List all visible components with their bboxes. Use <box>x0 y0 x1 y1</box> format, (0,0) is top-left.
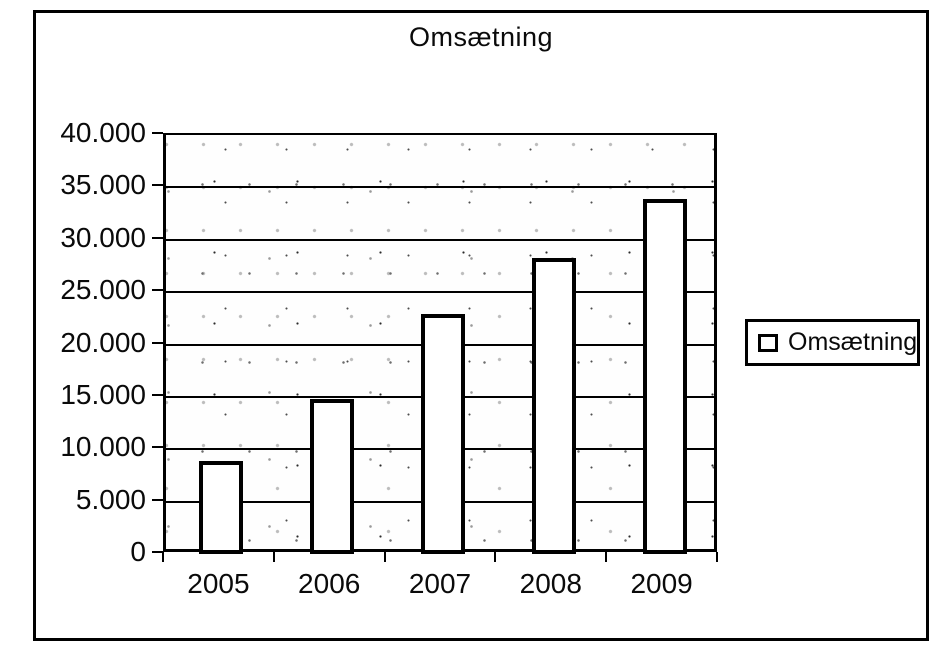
bar-2005 <box>199 460 244 554</box>
x-axis-tick <box>162 552 164 562</box>
bar-2007 <box>421 314 465 554</box>
y-axis-label: 10.000 <box>60 431 146 463</box>
legend-swatch-icon <box>758 333 778 352</box>
x-axis-label: 2005 <box>187 568 250 599</box>
x-axis-label: 2008 <box>519 568 582 599</box>
y-axis-tick <box>152 236 163 239</box>
plot-area <box>163 133 717 554</box>
x-axis-tick <box>494 552 497 562</box>
y-axis-label: 25.000 <box>60 274 146 306</box>
bar-2009 <box>642 198 687 554</box>
legend-label: Omsætning <box>788 328 918 356</box>
gridline <box>166 186 714 189</box>
legend: Omsætning <box>745 319 920 366</box>
x-axis-label: 2006 <box>298 568 361 599</box>
y-axis-tick <box>152 498 163 501</box>
chart-title: Omsætning <box>408 22 554 52</box>
bar-2006 <box>310 398 355 554</box>
y-axis-label: 40.000 <box>60 117 146 148</box>
y-axis-label: 5.000 <box>75 483 146 515</box>
x-axis-tick <box>272 552 275 562</box>
y-axis-tick <box>152 132 163 134</box>
x-axis-tick <box>716 552 718 562</box>
x-axis-tick <box>605 552 608 562</box>
y-axis-tick <box>152 184 163 187</box>
y-axis-tick <box>152 551 163 553</box>
y-axis-tick <box>152 341 163 344</box>
y-axis-label: 0 <box>130 536 146 567</box>
y-axis-label: 20.000 <box>60 326 146 358</box>
y-axis-tick <box>152 393 163 396</box>
bar-2008 <box>531 257 576 554</box>
x-axis-label: 2007 <box>408 568 472 599</box>
gridline <box>166 291 714 294</box>
y-axis-label: 15.000 <box>60 378 146 410</box>
x-axis-tick <box>383 552 386 562</box>
y-axis-label: 30.000 <box>60 221 146 253</box>
y-axis-tick <box>152 289 163 292</box>
y-axis-label: 35.000 <box>60 169 146 201</box>
x-axis-label: 2009 <box>630 568 693 599</box>
gridline <box>166 238 714 241</box>
y-axis-tick <box>152 446 163 449</box>
